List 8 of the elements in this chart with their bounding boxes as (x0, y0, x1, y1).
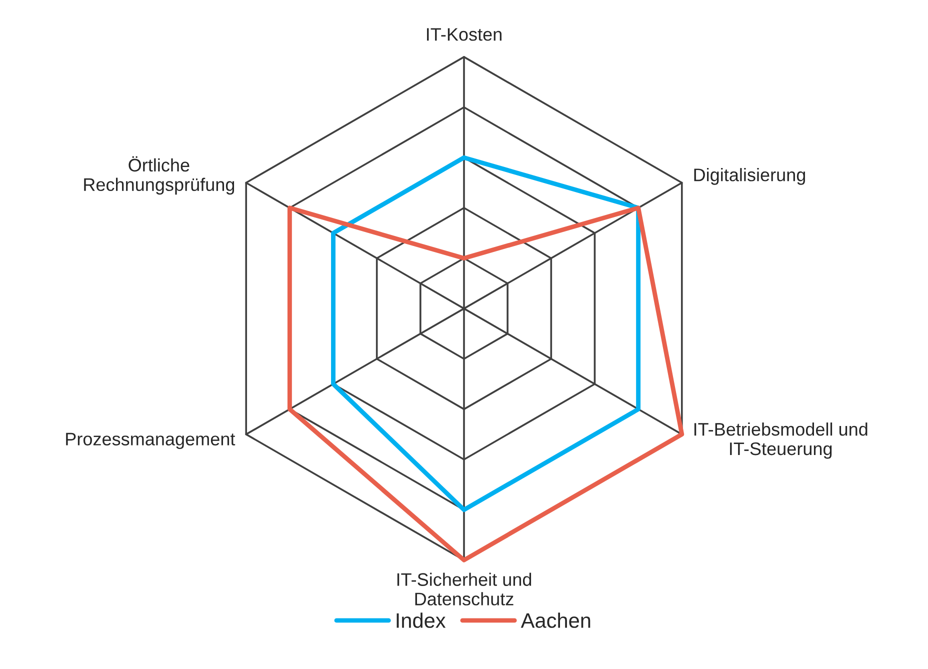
legend-label: Index (396, 612, 446, 628)
spoke-label: IT-Betriebsmodell und IT-Steuerung (694, 422, 868, 459)
spoke-label: IT-Kosten (427, 28, 502, 41)
spoke-label: IT-Sicherheit und Datenschutz (397, 572, 532, 606)
spoke-label: Digitalisierung (694, 168, 806, 185)
legend-label: Aachen (520, 612, 590, 628)
spoke-label: Örtliche Rechnungsprüfung (84, 156, 234, 195)
spoke-label: Prozessmanagement (66, 432, 236, 450)
